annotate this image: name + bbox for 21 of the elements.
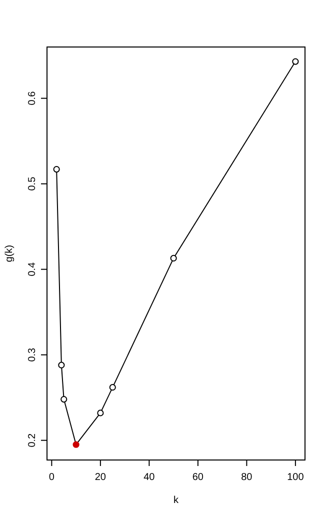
- point: [60, 396, 68, 403]
- x-tick-label: 40: [144, 472, 156, 483]
- x-tick-label: 100: [287, 472, 304, 483]
- x-tick-label: 20: [94, 472, 106, 483]
- x-tick-label: 80: [241, 472, 253, 483]
- point: [109, 384, 116, 391]
- y-tick-label: 0.5: [27, 176, 38, 191]
- point: [170, 254, 177, 262]
- y-tick-label: 0.4: [27, 262, 38, 276]
- point: [72, 441, 80, 448]
- y-tick-label: 0.3: [27, 347, 38, 362]
- point: [292, 58, 299, 65]
- y-axis-title: g(k): [4, 244, 15, 262]
- y-tick-label: 0.6: [27, 90, 38, 106]
- point: [58, 362, 65, 368]
- point: [97, 410, 104, 416]
- point: [53, 166, 60, 173]
- x-axis-title: k: [174, 495, 180, 506]
- y-tick-label: 0.2: [27, 432, 38, 448]
- x-tick-label: 0: [48, 472, 55, 483]
- x-tick-label: 60: [192, 472, 204, 483]
